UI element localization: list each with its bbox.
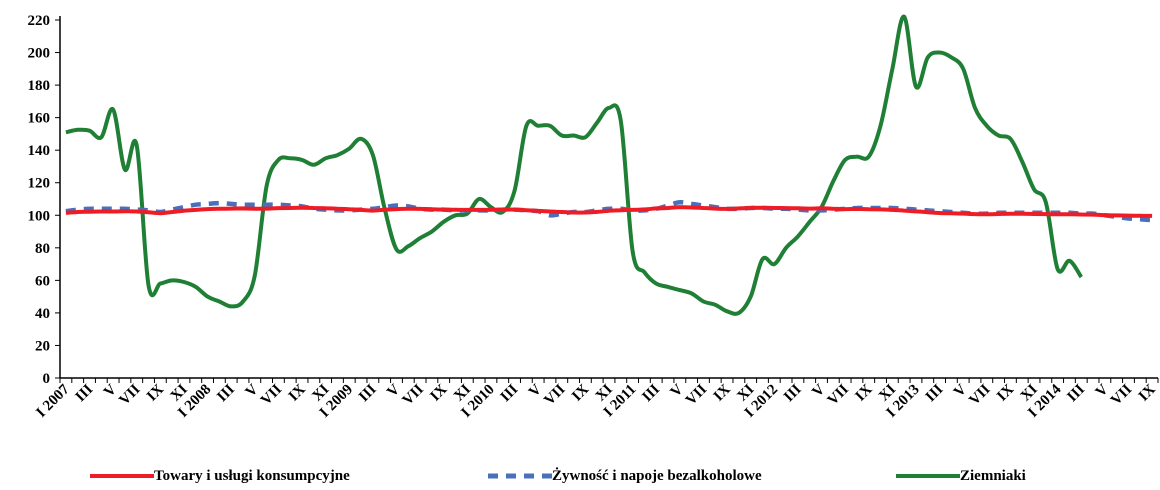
y-tick-label: 20 — [35, 338, 50, 354]
y-tick-label: 80 — [35, 241, 50, 257]
x-tick-label: VII — [825, 381, 852, 408]
y-tick-label: 140 — [28, 143, 51, 159]
x-tick-label: III — [1064, 381, 1088, 405]
y-tick-label: 220 — [28, 13, 51, 29]
legend-item-towary: Towary i usługi konsumpcyjne — [90, 462, 350, 490]
series-line-towary — [65, 205, 1153, 218]
legend-label-zywnosc: Żywność i napoje bezalkoholowe — [552, 467, 762, 484]
y-tick-label: 40 — [35, 306, 50, 322]
x-tick-label: III — [498, 381, 522, 405]
legend-label-ziemniaki: Ziemniaki — [960, 467, 1026, 484]
x-tick-label: VII — [966, 381, 993, 408]
x-tick-label: IX — [286, 381, 309, 404]
legend-item-zywnosc: Żywność i napoje bezalkoholowe — [488, 462, 762, 490]
legend-label-towary: Towary i usługi konsumpcyjne — [154, 467, 350, 484]
x-tick-label: IX — [711, 381, 734, 404]
x-tick-label: III — [214, 381, 238, 405]
x-tick-label: IX — [427, 381, 450, 404]
y-tick-label: 200 — [28, 46, 51, 62]
x-tick-label: III — [781, 381, 805, 405]
x-tick-label: IX — [994, 381, 1017, 404]
series-lines — [65, 14, 1153, 316]
y-tick-label: 100 — [28, 208, 51, 224]
x-tick-label: I 2007 — [33, 381, 73, 421]
legend-swatch-red-line — [90, 474, 154, 478]
y-tick-label: 180 — [28, 78, 51, 94]
y-tick-label: 0 — [43, 371, 51, 387]
x-tick-label: IX — [1136, 381, 1159, 404]
x-tick-label: IX — [144, 381, 167, 404]
x-tick-label: VII — [116, 381, 143, 408]
x-tick-label: VII — [541, 381, 568, 408]
x-tick-label: VII — [400, 381, 427, 408]
legend-swatch-green-line — [896, 474, 960, 478]
x-tick-label: VII — [1108, 381, 1135, 408]
x-tick-label: III — [639, 381, 663, 405]
x-tick-label: VII — [683, 381, 710, 408]
x-tick-label: III — [73, 381, 97, 405]
x-tick-label: VII — [258, 381, 285, 408]
legend: Towary i usługi konsumpcyjne Żywność i n… — [0, 462, 1160, 490]
y-tick-label: 120 — [28, 176, 51, 192]
x-tick-label: III — [923, 381, 947, 405]
x-tick-label: IX — [852, 381, 875, 404]
legend-swatch-blue-dashed-line — [488, 473, 552, 479]
y-axis: 0 20 40 60 80 100 120 140 160 180 200 220 — [28, 13, 61, 387]
y-tick-label: 60 — [35, 273, 50, 289]
legend-item-ziemniaki: Ziemniaki — [896, 462, 1026, 490]
x-tick-label: III — [356, 381, 380, 405]
y-tick-label: 160 — [28, 111, 51, 127]
series-line-ziemniaki — [65, 14, 1083, 316]
x-tick-label: IX — [569, 381, 592, 404]
